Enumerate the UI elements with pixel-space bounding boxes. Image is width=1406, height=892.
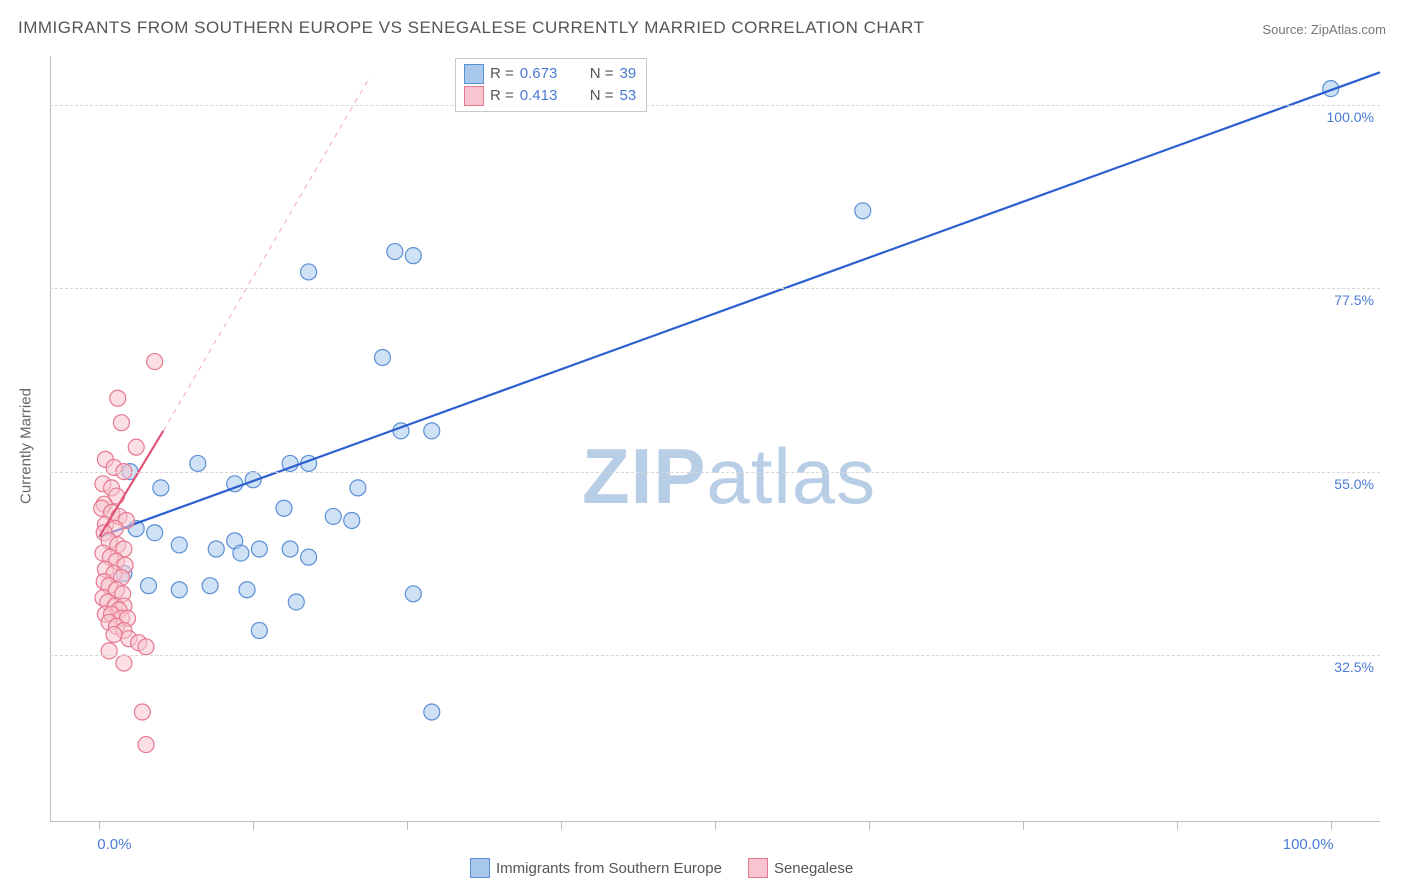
data-point [282, 541, 298, 557]
data-point [101, 643, 117, 659]
data-point [301, 549, 317, 565]
scatter-plot: ZIPatlas 32.5%55.0%77.5%100.0% [50, 56, 1380, 822]
swatch-icon [748, 858, 768, 878]
n-label: N = [590, 63, 614, 85]
data-point [251, 623, 267, 639]
data-point [171, 537, 187, 553]
data-point [239, 582, 255, 598]
r-value: 0.673 [520, 63, 570, 85]
x-tick [407, 822, 408, 830]
data-point [141, 578, 157, 594]
grid-line [50, 105, 1380, 106]
x-tick [1023, 822, 1024, 830]
data-point [113, 415, 129, 431]
y-axis-label: Currently Married [18, 388, 35, 504]
data-point [855, 203, 871, 219]
data-point [251, 541, 267, 557]
swatch-icon [470, 858, 490, 878]
data-point [325, 508, 341, 524]
legend-label: Senegalese [774, 860, 853, 877]
swatch-icon [464, 86, 484, 106]
data-point [128, 439, 144, 455]
y-tick-label: 32.5% [1334, 659, 1374, 675]
x-tick [1177, 822, 1178, 830]
stat-row: R = 0.413 N = 53 [464, 85, 636, 107]
stats-legend-box: R = 0.673 N = 39 R = 0.413 N = 53 [455, 58, 647, 112]
data-point [344, 512, 360, 528]
data-point [110, 390, 126, 406]
data-point [405, 586, 421, 602]
swatch-icon [464, 64, 484, 84]
source-credit: Source: ZipAtlas.com [1262, 22, 1386, 37]
grid-line [50, 472, 1380, 473]
x-axis-end-label: 100.0% [1283, 836, 1334, 853]
x-tick [715, 822, 716, 830]
data-point [171, 582, 187, 598]
data-point [116, 655, 132, 671]
y-tick-label: 55.0% [1334, 476, 1374, 492]
data-point [405, 248, 421, 264]
x-tick [869, 822, 870, 830]
x-tick [1331, 822, 1332, 830]
y-tick-label: 77.5% [1334, 292, 1374, 308]
stat-row: R = 0.673 N = 39 [464, 63, 636, 85]
n-value: 39 [620, 63, 637, 85]
data-point [233, 545, 249, 561]
plot-svg [50, 56, 1380, 822]
n-label: N = [590, 85, 614, 107]
data-point [153, 480, 169, 496]
data-point [424, 423, 440, 439]
n-value: 53 [620, 85, 637, 107]
grid-line [50, 288, 1380, 289]
data-point [138, 737, 154, 753]
trend-line [99, 72, 1380, 536]
data-point [424, 704, 440, 720]
x-axis-start-label: 0.0% [97, 836, 131, 853]
data-point [375, 350, 391, 366]
x-tick [99, 822, 100, 830]
data-point [276, 500, 292, 516]
data-point [288, 594, 304, 610]
series-legend: Immigrants from Southern Europe Senegales… [470, 858, 853, 878]
source-name: ZipAtlas.com [1311, 22, 1386, 37]
data-point [202, 578, 218, 594]
grid-line [50, 655, 1380, 656]
legend-label: Immigrants from Southern Europe [496, 860, 722, 877]
y-tick-label: 100.0% [1327, 109, 1374, 125]
source-label: Source: [1262, 22, 1307, 37]
data-point [190, 455, 206, 471]
data-point [350, 480, 366, 496]
r-label: R = [490, 85, 514, 107]
trend-line-dashed [163, 76, 370, 430]
r-value: 0.413 [520, 85, 570, 107]
x-tick [561, 822, 562, 830]
r-label: R = [490, 63, 514, 85]
x-tick [253, 822, 254, 830]
data-point [387, 244, 403, 260]
data-point [301, 264, 317, 280]
legend-item: Senegalese [748, 858, 853, 878]
data-point [106, 627, 122, 643]
data-point [208, 541, 224, 557]
data-point [147, 354, 163, 370]
data-point [147, 525, 163, 541]
legend-item: Immigrants from Southern Europe [470, 858, 722, 878]
data-point [138, 639, 154, 655]
chart-title: IMMIGRANTS FROM SOUTHERN EUROPE VS SENEG… [18, 18, 924, 38]
data-point [134, 704, 150, 720]
